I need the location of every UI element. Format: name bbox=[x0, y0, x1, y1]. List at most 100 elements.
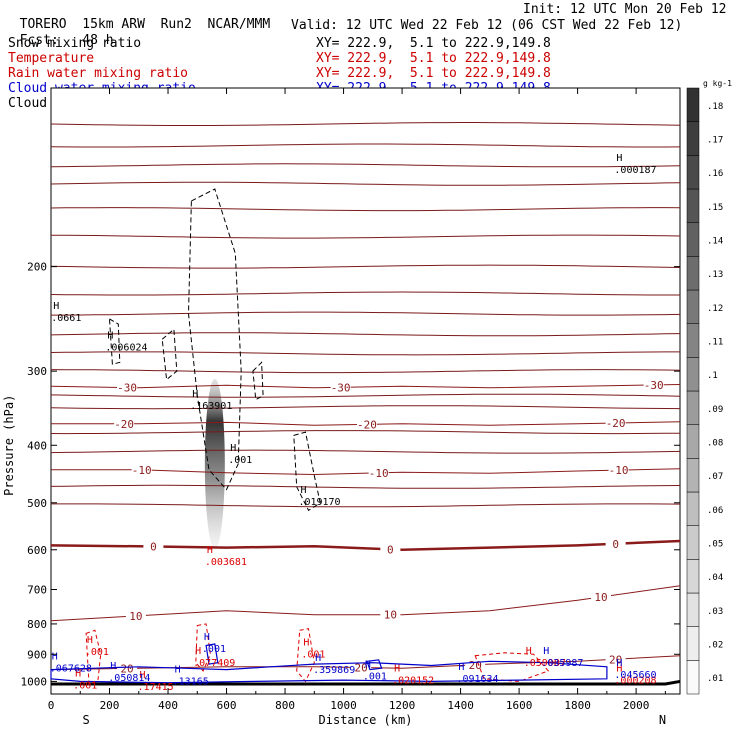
max-value-label: .006024 bbox=[105, 343, 147, 354]
theta-contour bbox=[50, 122, 681, 126]
max-value-label: .035987 bbox=[541, 658, 583, 669]
max-marker: H bbox=[75, 669, 81, 680]
temperature-contour-label: -10 bbox=[132, 464, 152, 477]
temperature-contour-label: 0 bbox=[387, 543, 394, 556]
theta-contour bbox=[50, 449, 681, 454]
contour-label-bg bbox=[605, 653, 626, 665]
contour-label-bg bbox=[114, 417, 135, 429]
contour-label-bg bbox=[380, 608, 401, 620]
max-value-label: .003681 bbox=[205, 557, 247, 568]
colorbar-tick-label: .12 bbox=[707, 304, 723, 314]
colorbar-swatch bbox=[686, 458, 700, 493]
colorbar-tick-label: .07 bbox=[707, 472, 723, 482]
header-model: TORERO 15km ARW Run2 NCAR/MMM bbox=[19, 17, 271, 32]
max-marker: H bbox=[616, 658, 622, 669]
contour-label-bg bbox=[356, 418, 377, 430]
max-value-label: .001 bbox=[363, 672, 387, 683]
colorbar-swatch bbox=[686, 222, 700, 257]
rain-contour bbox=[474, 652, 550, 682]
max-marker: H bbox=[616, 663, 622, 674]
legend-label: Temperature bbox=[8, 51, 95, 66]
theta-contour bbox=[50, 332, 681, 337]
contour-label-bg bbox=[330, 381, 351, 393]
max-marker: H bbox=[53, 301, 59, 312]
colorbar-tick-label: .06 bbox=[707, 506, 723, 516]
colorbar-swatch bbox=[686, 390, 700, 425]
colorbar-tick-label: .09 bbox=[707, 405, 723, 415]
theta-contour bbox=[50, 405, 681, 410]
temperature-contour-label: -10 bbox=[369, 467, 389, 480]
max-value-label: .000208 bbox=[614, 675, 656, 686]
cloud-water-contour bbox=[366, 659, 383, 671]
colorbar-swatch bbox=[686, 256, 700, 291]
y-tick-label: 1000 bbox=[21, 675, 48, 688]
theta-contour bbox=[50, 291, 680, 296]
x-tick-label: 1000 bbox=[330, 699, 357, 712]
colorbar-swatch bbox=[686, 323, 700, 358]
max-marker: H bbox=[207, 545, 213, 556]
max-value-label: .000187 bbox=[614, 165, 656, 176]
contour-label-bg bbox=[643, 378, 664, 390]
temperature-contour-label: -30 bbox=[331, 381, 351, 394]
theta-contour bbox=[50, 264, 681, 269]
max-marker: H bbox=[526, 646, 532, 657]
x-tick-label: 1600 bbox=[506, 699, 533, 712]
max-marker: H bbox=[303, 638, 309, 649]
legend-xy: XY= 222.9, 5.1 to 222.9,149.8 bbox=[316, 36, 551, 51]
ice-contour bbox=[108, 317, 121, 365]
theta-contour bbox=[51, 311, 681, 316]
x-tick-label: 400 bbox=[158, 699, 178, 712]
temperature-contour bbox=[50, 585, 681, 622]
max-value-label: .0661 bbox=[51, 313, 81, 324]
colorbar-tick-label: .16 bbox=[707, 169, 723, 179]
temperature-contour-label: 10 bbox=[594, 591, 607, 604]
max-value-label: .001 bbox=[228, 455, 252, 466]
ground-surface bbox=[51, 679, 681, 686]
contour-label-bg bbox=[591, 591, 612, 603]
colorbar-swatch bbox=[686, 626, 700, 661]
contour-label-bg bbox=[605, 417, 626, 429]
cloud-water-contour bbox=[50, 660, 608, 684]
rain-contour bbox=[195, 623, 211, 672]
x-tick-label: 600 bbox=[217, 699, 237, 712]
temperature-contour-label: -20 bbox=[357, 418, 377, 431]
temperature-contour-label: 20 bbox=[354, 662, 367, 675]
ice-contour bbox=[161, 328, 178, 381]
rain-contour bbox=[296, 628, 315, 683]
max-marker: H bbox=[110, 661, 116, 672]
x-tick-label: 1800 bbox=[564, 699, 591, 712]
contour-label-bg bbox=[143, 540, 164, 552]
temperature-contour-label: 10 bbox=[384, 609, 397, 622]
x-end-label-north: N bbox=[659, 713, 666, 727]
temperature-contour bbox=[50, 384, 681, 389]
colorbar-tick-label: .05 bbox=[707, 540, 723, 550]
contour-label-bg bbox=[465, 658, 486, 670]
legend-label: Snow mixing ratio bbox=[8, 36, 142, 51]
temperature-contour-label: 20 bbox=[469, 659, 482, 672]
x-tick-label: 0 bbox=[48, 699, 55, 712]
contour-label-bg bbox=[131, 463, 152, 475]
y-tick-label: 800 bbox=[27, 618, 47, 631]
x-tick-label: 1400 bbox=[447, 699, 474, 712]
contour-label-bg bbox=[125, 609, 146, 621]
rain-contour bbox=[85, 629, 102, 685]
max-value-label: .001 bbox=[202, 644, 226, 655]
max-value-label: .001 bbox=[85, 647, 109, 658]
max-marker: H bbox=[52, 652, 58, 663]
max-value-label: .020152 bbox=[392, 675, 434, 686]
x-tick-label: 200 bbox=[100, 699, 120, 712]
contour-label-bg bbox=[351, 661, 372, 673]
ice-contour bbox=[293, 431, 321, 512]
y-tick-label: 900 bbox=[27, 648, 47, 661]
theta-contour bbox=[50, 163, 681, 168]
x-axis-title: Distance (km) bbox=[319, 713, 413, 727]
y-tick-label: 300 bbox=[27, 365, 47, 378]
colorbar-tick-label: .11 bbox=[707, 338, 723, 348]
theta-contour bbox=[50, 234, 681, 239]
contour-label-bg bbox=[605, 537, 626, 549]
ice-contour bbox=[252, 361, 264, 401]
theta-contour bbox=[50, 181, 681, 186]
max-marker: H bbox=[230, 443, 236, 454]
contour-label-bg bbox=[368, 466, 389, 478]
max-marker: H bbox=[140, 670, 146, 681]
